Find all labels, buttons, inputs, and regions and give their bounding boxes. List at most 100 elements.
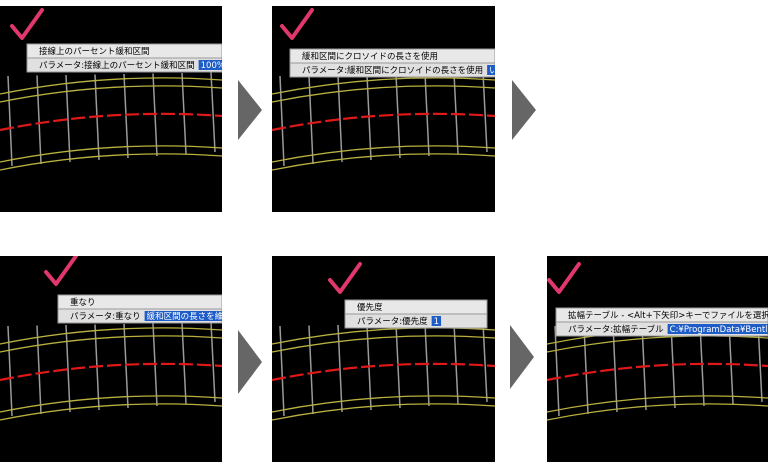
param-value: C:¥ProgramData¥Bentley¥Tre [670, 325, 768, 335]
center-line [547, 362, 768, 382]
param-row [26, 57, 222, 73]
edge-line [0, 77, 222, 95]
edge-line [272, 85, 495, 103]
tool-title: 優先度 [357, 302, 383, 313]
viewport-bg [0, 6, 222, 212]
param-value: 1 [434, 317, 439, 327]
cross-line [395, 73, 401, 159]
param-value-box [144, 311, 222, 321]
edge-line [547, 395, 768, 413]
cross-line [308, 75, 314, 165]
viewport: 拡幅テーブル - <Alt+下矢印>キーでファイルを選択パラメータ:拡幅テーブル… [547, 256, 768, 462]
cross-line [36, 325, 42, 415]
tool-title: 接線上のパーセント緩和区間 [39, 46, 150, 57]
cross-line [123, 323, 129, 409]
cross-line [279, 325, 285, 417]
edge-line [0, 153, 222, 171]
edge-line [272, 327, 495, 345]
cross-line [395, 323, 401, 409]
arrow [510, 325, 534, 389]
param-label: パラメータ:重なり [70, 311, 141, 322]
cross-line [337, 74, 343, 163]
check-mark [44, 256, 78, 286]
cross-line [554, 325, 560, 417]
cross-line [482, 322, 488, 403]
cross-line [308, 325, 314, 415]
tool-title: 重なり [70, 297, 96, 308]
param-row [289, 62, 495, 78]
check-mark [547, 262, 581, 294]
param-value: 緩和区間の長さを維持 [147, 311, 233, 322]
cross-line [65, 324, 71, 413]
cross-line [123, 73, 129, 159]
center-line [272, 362, 495, 382]
edge-line [272, 145, 495, 163]
edge-line [0, 85, 222, 103]
cross-line [65, 74, 71, 163]
edge-line [0, 403, 222, 421]
center-line [272, 112, 495, 132]
arrow [238, 80, 262, 140]
check-mark [328, 262, 362, 294]
check-mark [280, 8, 314, 40]
param-value: 100% [201, 61, 225, 71]
check-mark [10, 8, 44, 40]
cross-line [583, 325, 589, 415]
cross-line [36, 75, 42, 165]
cross-line [612, 324, 618, 413]
edge-line [0, 335, 222, 353]
tool-settings: 拡幅テーブル - <Alt+下矢印>キーでファイルを選択パラメータ:拡幅テーブル… [555, 307, 768, 337]
cross-line [279, 75, 285, 167]
arrow [512, 80, 536, 140]
param-label: パラメータ:接線上のパーセント緩和区間 [39, 60, 195, 71]
viewport-bg [0, 256, 222, 462]
param-label: パラメータ:優先度 [357, 316, 428, 327]
param-value-box [487, 65, 495, 75]
edge-line [272, 77, 495, 95]
cross-line [337, 324, 343, 413]
panel: 拡幅テーブル - <Alt+下矢印>キーでファイルを選択パラメータ:拡幅テーブル… [547, 256, 768, 462]
cross-line [670, 323, 676, 409]
edge-line [0, 327, 222, 345]
param-value: いいえ [489, 66, 515, 76]
edge-line [272, 153, 495, 171]
cross-line [210, 322, 216, 403]
edge-line [0, 145, 222, 163]
edge-line [272, 335, 495, 353]
cross-line [482, 72, 488, 153]
cross-line [7, 325, 13, 417]
edge-line [547, 335, 768, 353]
param-row [344, 313, 488, 329]
edge-line [0, 395, 222, 413]
viewport-bg [272, 256, 495, 462]
viewport-bg [272, 6, 495, 212]
edge-line [272, 403, 495, 421]
tool-title: 緩和区間にクロソイドの長さを使用 [302, 51, 438, 62]
param-value-box [667, 324, 768, 334]
cross-line [7, 75, 13, 167]
arrow [238, 330, 262, 394]
center-line [0, 112, 222, 132]
param-value-box [198, 60, 222, 70]
cross-line [210, 72, 216, 153]
viewport-bg [547, 256, 768, 462]
param-label: パラメータ:緩和区間にクロソイドの長さを使用 [302, 65, 483, 76]
center-line [0, 362, 222, 382]
edge-line [547, 403, 768, 421]
param-label: パラメータ:拡幅テーブル [568, 324, 664, 335]
tool-title: 拡幅テーブル - <Alt+下矢印>キーでファイルを選択 [568, 310, 768, 321]
edge-line [272, 395, 495, 413]
